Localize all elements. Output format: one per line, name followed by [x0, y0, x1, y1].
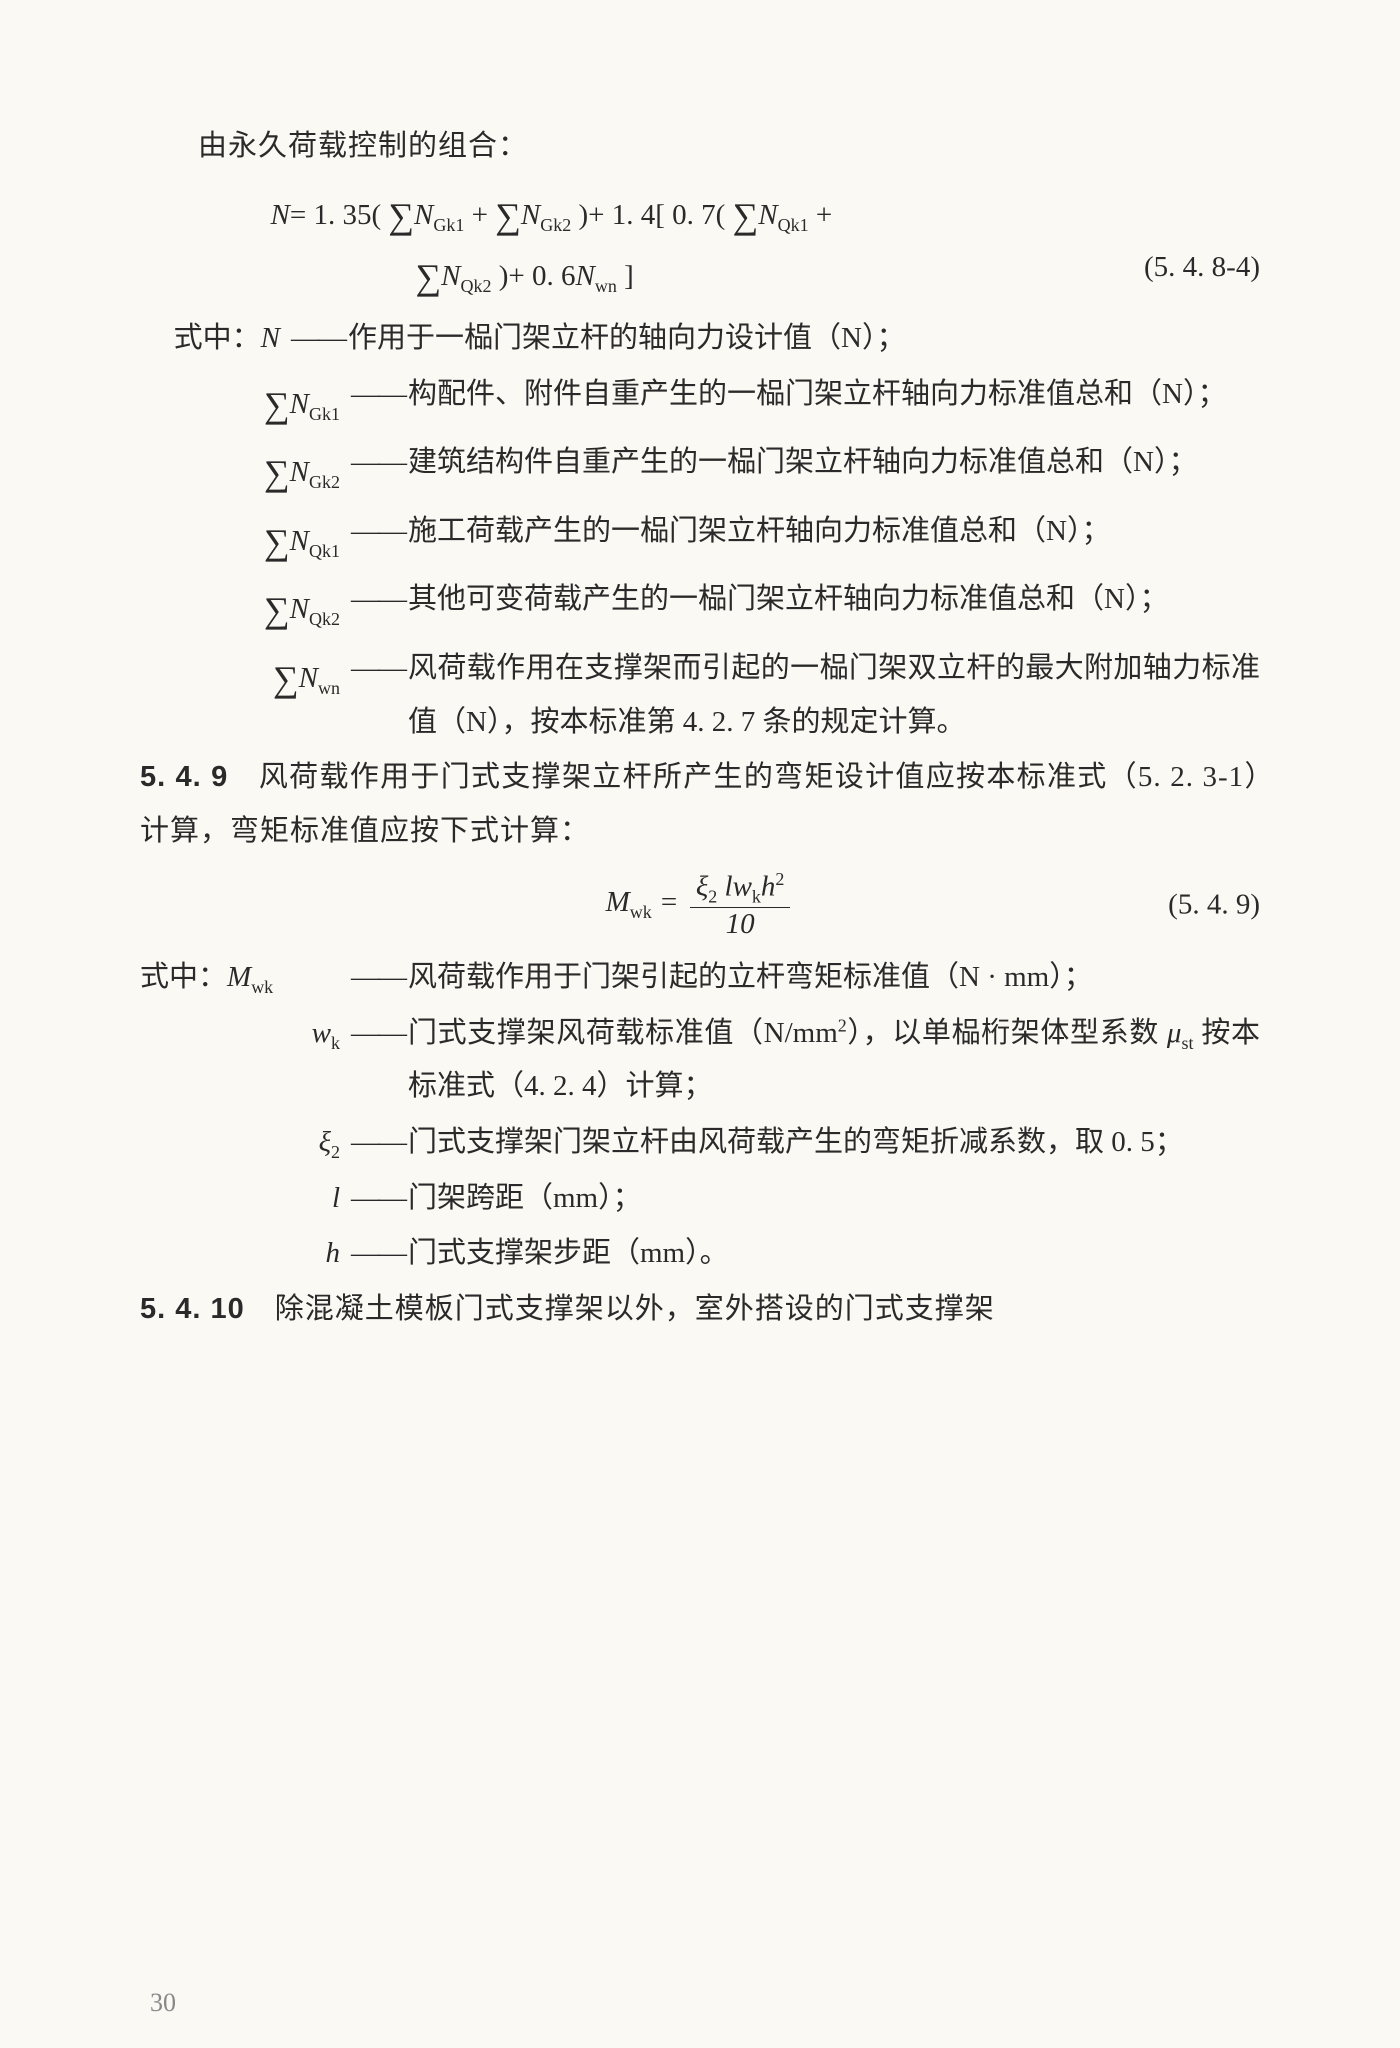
- definition-row: h——门式支撑架步距（mm）。: [140, 1227, 1260, 1281]
- def-term: ∑NQk2: [140, 573, 348, 640]
- definition-list-1-header: 式中：N —— 作用于一榀门架立杆的轴向力设计值（N）；: [140, 312, 1260, 366]
- def-dash: ——: [348, 368, 408, 422]
- def-dash: ——: [348, 1007, 408, 1061]
- def-body: 风荷载作用于门架引起的立杆弯矩标准值（N · mm）；: [408, 951, 1260, 1005]
- def-term: h: [140, 1227, 348, 1281]
- def-body: 建筑结构件自重产生的一榀门架立杆轴向力标准值总和（N）；: [408, 436, 1260, 490]
- def-dash: ——: [348, 505, 408, 559]
- section-5-4-10: 5. 4. 10 除混凝土模板门式支撑架以外，室外搭设的门式支撑架: [140, 1283, 1260, 1337]
- def-body: 其他可变荷载产生的一榀门架立杆轴向力标准值总和（N）；: [408, 573, 1260, 627]
- definition-row: ∑NQk2——其他可变荷载产生的一榀门架立杆轴向力标准值总和（N）；: [140, 573, 1260, 640]
- def-body: 门式支撑架风荷载标准值（N/mm2），以单榀桁架体型系数 μst 按本标准式（4…: [408, 1007, 1260, 1114]
- equation-line2: ∑NQk2 )+ 0. 6Nwn ] (5. 4. 8-4): [271, 243, 1261, 304]
- definition-row: l——门架跨距（mm）；: [140, 1172, 1260, 1226]
- definition-row: ξ2——门式支撑架门架立杆由风荷载产生的弯矩折减系数，取 0. 5；: [140, 1116, 1260, 1170]
- def-term: ∑Nwn: [140, 642, 348, 709]
- def-term: l: [140, 1172, 348, 1226]
- def-term: ∑NGk1: [140, 368, 348, 435]
- definition-row: ∑NGk1——构配件、附件自重产生的一榀门架立杆轴向力标准值总和（N）；: [140, 368, 1260, 435]
- def-dash: ——: [348, 642, 408, 696]
- defs-label: 式中：Mwk: [140, 951, 348, 1005]
- def-body: 门式支撑架步距（mm）。: [408, 1227, 1260, 1281]
- def-term: ∑NGk2: [140, 436, 348, 503]
- def-body: 门架跨距（mm）；: [408, 1172, 1260, 1226]
- def-body: 构配件、附件自重产生的一榀门架立杆轴向力标准值总和（N）；: [408, 368, 1260, 422]
- section-text: 除混凝土模板门式支撑架以外，室外搭设的门式支撑架: [275, 1293, 995, 1325]
- def-term: wk: [140, 1007, 348, 1061]
- def-body: 风荷载作用在支撑架而引起的一榀门架双立杆的最大附加轴力标准值（N），按本标准第 …: [408, 642, 1260, 749]
- defs-label: 式中：N: [140, 312, 288, 366]
- page-number: 30: [150, 1988, 176, 2018]
- equation-line1: N= 1. 35( ∑NGk1 + ∑NGk2 )+ 1. 4[ 0. 7( ∑…: [271, 182, 1261, 243]
- def-dash: ——: [348, 1116, 408, 1170]
- equation-5-4-9: Mwk = ξ2 lwkh210 (5. 4. 9): [140, 869, 1260, 941]
- def-dash: ——: [288, 312, 348, 366]
- equation-5-4-8-4: N= 1. 35( ∑NGk1 + ∑NGk2 )+ 1. 4[ 0. 7( ∑…: [140, 182, 1260, 304]
- definition-row: ∑NGk2——建筑结构件自重产生的一榀门架立杆轴向力标准值总和（N）；: [140, 436, 1260, 503]
- def-body: 施工荷载产生的一榀门架立杆轴向力标准值总和（N）；: [408, 505, 1260, 559]
- def-body: 门式支撑架门架立杆由风荷载产生的弯矩折减系数，取 0. 5；: [408, 1116, 1260, 1170]
- equation-number: (5. 4. 8-4): [1144, 243, 1260, 292]
- definition-row: ∑NQk1——施工荷载产生的一榀门架立杆轴向力标准值总和（N）；: [140, 505, 1260, 572]
- def-dash: ——: [348, 436, 408, 490]
- def-dash: ——: [348, 1227, 408, 1281]
- def-dash: ——: [348, 1172, 408, 1226]
- section-number: 5. 4. 10: [140, 1293, 245, 1325]
- intro-line: 由永久荷载控制的组合：: [140, 120, 1260, 174]
- section-text: 风荷载作用于门式支撑架立杆所产生的弯矩设计值应按本标准式（5. 2. 3-1）计…: [140, 761, 1260, 847]
- def-dash: ——: [348, 573, 408, 627]
- def-body: 作用于一榀门架立杆的轴向力设计值（N）；: [348, 312, 1260, 366]
- definition-list-2-header: 式中：Mwk —— 风荷载作用于门架引起的立杆弯矩标准值（N · mm）；: [140, 951, 1260, 1005]
- def-dash: ——: [348, 951, 408, 1005]
- definition-row: ∑Nwn——风荷载作用在支撑架而引起的一榀门架双立杆的最大附加轴力标准值（N），…: [140, 642, 1260, 749]
- def-term: ξ2: [140, 1116, 348, 1170]
- definition-row: wk——门式支撑架风荷载标准值（N/mm2），以单榀桁架体型系数 μst 按本标…: [140, 1007, 1260, 1114]
- document-page: 由永久荷载控制的组合： N= 1. 35( ∑NGk1 + ∑NGk2 )+ 1…: [0, 0, 1400, 2048]
- equation-number: (5. 4. 9): [1168, 888, 1260, 921]
- section-number: 5. 4. 9: [140, 761, 228, 793]
- def-term: ∑NQk1: [140, 505, 348, 572]
- section-5-4-9: 5. 4. 9 风荷载作用于门式支撑架立杆所产生的弯矩设计值应按本标准式（5. …: [140, 751, 1260, 858]
